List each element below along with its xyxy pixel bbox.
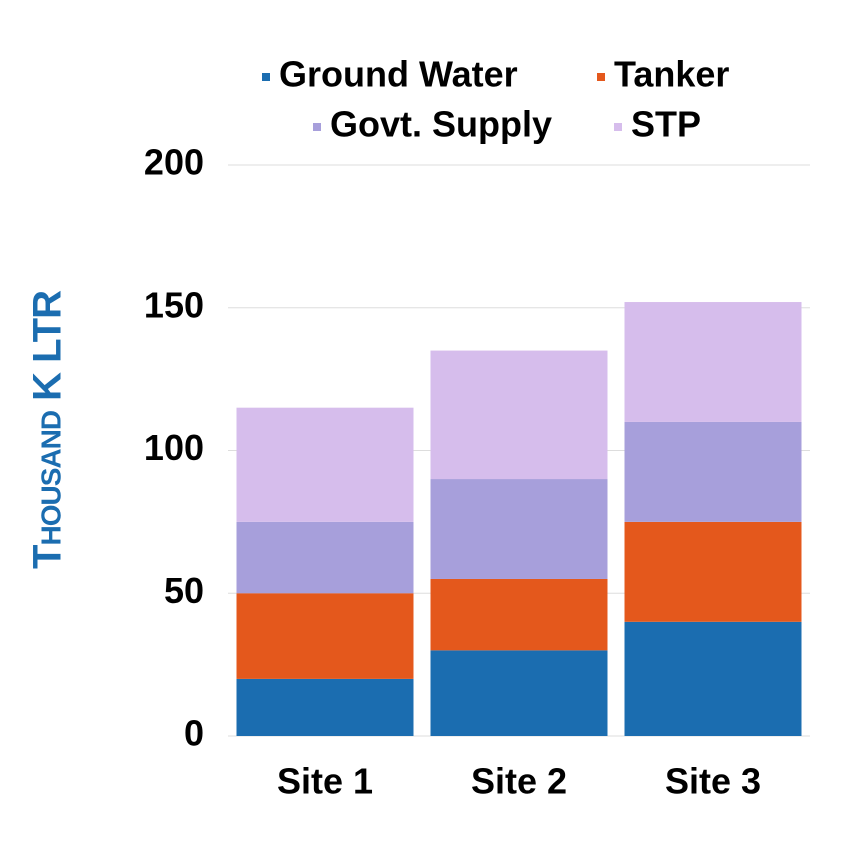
legend-swatch: [614, 123, 622, 131]
x-tick-label: Site 1: [277, 761, 373, 802]
bar-segment: [624, 421, 802, 522]
bar-segment: [624, 302, 802, 422]
x-tick-label: Site 2: [471, 761, 567, 802]
legend-label: Govt. Supply: [330, 104, 552, 145]
y-tick-label: 200: [144, 142, 204, 183]
bar-segment: [430, 578, 608, 651]
bar-segment: [430, 479, 608, 579]
y-axis-label: Thousand K LTR: [26, 290, 70, 569]
legend-swatch: [313, 123, 321, 131]
bar-segment: [624, 521, 802, 622]
y-tick-label: 0: [184, 713, 204, 754]
legend-swatch: [262, 73, 270, 81]
bar-segment: [236, 407, 414, 522]
y-tick-label: 150: [144, 284, 204, 325]
y-tick-label: 100: [144, 427, 204, 468]
bar-segment: [430, 350, 608, 480]
bar-segment: [624, 621, 802, 736]
bar-segment: [236, 593, 414, 679]
bar-segment: [236, 678, 414, 736]
legend-label: STP: [631, 104, 701, 145]
x-tick-label: Site 3: [665, 761, 761, 802]
bar-segment: [430, 650, 608, 736]
legend-label: Tanker: [614, 54, 729, 95]
bar-segment: [236, 521, 414, 594]
y-tick-label: 50: [164, 570, 204, 611]
legend-label: Ground Water: [279, 54, 518, 95]
legend-swatch: [597, 73, 605, 81]
